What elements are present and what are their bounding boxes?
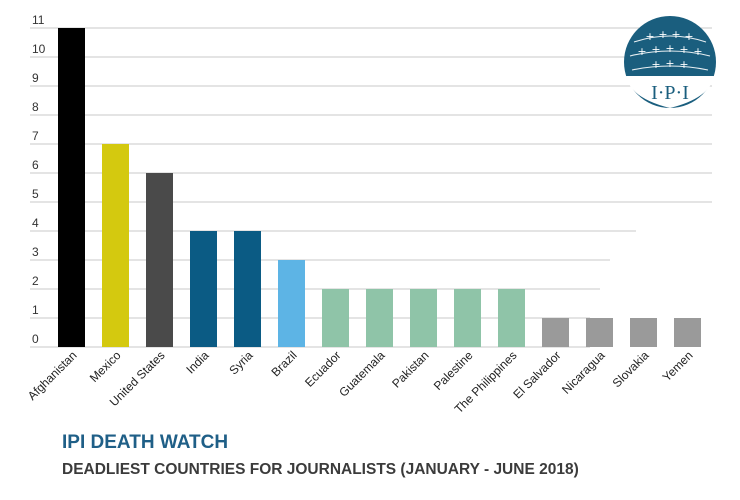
y-tick-label: 9: [32, 71, 39, 85]
y-tick-label: 1: [32, 303, 39, 317]
x-tick-label: Syria: [226, 348, 255, 377]
bar-india: [190, 231, 217, 347]
ipi-logo: + + + + + + + + + + + + I·P·I: [624, 16, 716, 108]
x-tick-label: Ecuador: [302, 348, 344, 390]
x-tick-label: El Salvador: [510, 348, 563, 401]
svg-text:+: +: [665, 57, 674, 70]
svg-text:+: +: [679, 43, 688, 56]
bar-el-salvador: [542, 318, 569, 347]
y-axis-ticks: 0 1 2 3 4 5 6 7 8 9 10 11: [32, 13, 46, 346]
x-tick-label: Slovakia: [610, 348, 652, 390]
x-tick-label: Palestine: [431, 348, 476, 393]
y-tick-label: 5: [32, 187, 39, 201]
bar-nicaragua: [586, 318, 613, 347]
y-tick-label: 7: [32, 129, 39, 143]
svg-text:+: +: [684, 30, 693, 43]
svg-text:+: +: [665, 42, 674, 55]
chart-subtitle: DEADLIEST COUNTRIES FOR JOURNALISTS (JAN…: [62, 461, 579, 478]
svg-text:+: +: [651, 43, 660, 56]
svg-text:+: +: [637, 45, 646, 58]
svg-text:+: +: [651, 58, 660, 71]
bar-united-states: [146, 173, 173, 347]
y-tick-label: 6: [32, 158, 39, 172]
bar-guatemala: [366, 289, 393, 347]
y-tick-label: 3: [32, 245, 39, 259]
chart-title: IPI DEATH WATCH: [62, 432, 229, 453]
y-tick-label: 8: [32, 100, 39, 114]
bar-palestine: [454, 289, 481, 347]
bar-mexico: [102, 144, 129, 347]
bars: [58, 28, 701, 347]
bar-pakistan: [410, 289, 437, 347]
svg-text:+: +: [645, 30, 654, 43]
y-tick-label: 2: [32, 274, 39, 288]
x-tick-label: Guatemala: [336, 348, 388, 400]
x-tick-label: Pakistan: [389, 348, 431, 390]
svg-text:+: +: [671, 28, 680, 41]
y-tick-label: 4: [32, 216, 39, 230]
x-tick-label: India: [183, 348, 212, 377]
svg-text:+: +: [679, 58, 688, 71]
bar-afghanistan: [58, 28, 85, 347]
x-tick-label: Afghanistan: [25, 348, 80, 403]
x-tick-label: Brazil: [268, 348, 299, 379]
bar-the-philippines: [498, 289, 525, 347]
x-tick-label: Nicaragua: [559, 348, 608, 397]
y-tick-label: 0: [32, 332, 39, 346]
bar-slovakia: [630, 318, 657, 347]
y-tick-label: 10: [32, 42, 46, 56]
x-tick-label: Yemen: [660, 348, 696, 384]
bar-syria: [234, 231, 261, 347]
svg-text:+: +: [693, 45, 702, 58]
x-tick-label: Mexico: [87, 348, 124, 385]
bar-ecuador: [322, 289, 349, 347]
logo-text: I·P·I: [651, 82, 689, 104]
bar-brazil: [278, 260, 305, 347]
svg-text:+: +: [658, 28, 667, 41]
y-tick-label: 11: [32, 13, 45, 27]
bar-yemen: [674, 318, 701, 347]
